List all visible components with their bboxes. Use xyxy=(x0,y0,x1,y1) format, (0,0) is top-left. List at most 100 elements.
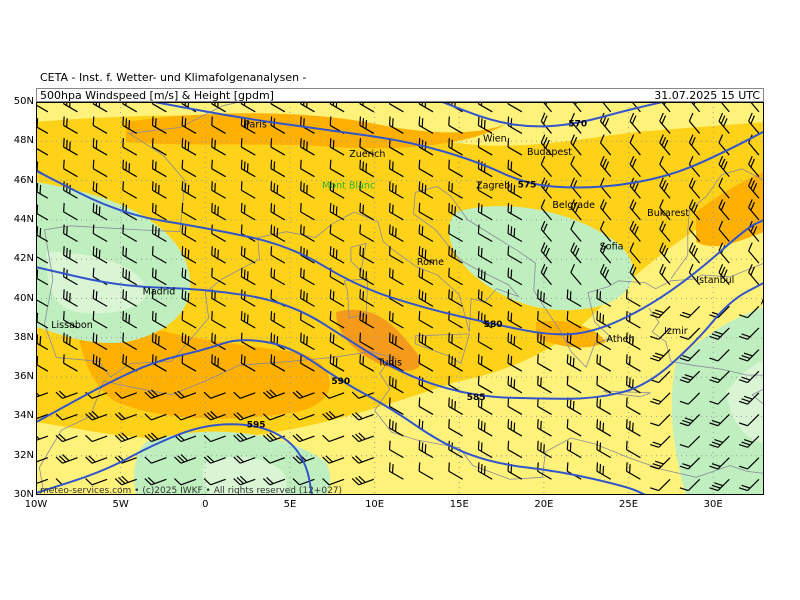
wind-barb xyxy=(322,478,345,486)
wind-barb xyxy=(92,224,108,243)
wind-barb xyxy=(351,475,374,486)
wind-barb xyxy=(122,289,138,307)
wind-barb xyxy=(537,289,552,307)
wind-barb xyxy=(625,289,641,307)
wind-barb xyxy=(270,267,286,286)
wind-barb xyxy=(418,224,434,243)
wind-barb xyxy=(300,224,315,243)
wind-barb xyxy=(448,224,463,243)
wind-barb xyxy=(448,311,463,329)
wind-barb xyxy=(629,264,641,286)
wind-barb xyxy=(507,397,523,415)
wind-barb xyxy=(566,419,582,437)
wind-barb xyxy=(477,138,493,156)
wind-barb xyxy=(300,267,315,286)
contour-label: 570 xyxy=(568,120,587,130)
wind-barb xyxy=(418,159,434,178)
wind-barb xyxy=(650,478,671,492)
wind-barb xyxy=(203,455,226,464)
wind-barb xyxy=(322,434,345,443)
wind-barb xyxy=(270,181,286,199)
lon-tick-label: 20E xyxy=(534,499,554,510)
wind-barb xyxy=(63,311,78,329)
wind-barb xyxy=(122,267,138,286)
wind-barb xyxy=(174,478,197,486)
wind-barb xyxy=(599,134,612,156)
wind-barb xyxy=(477,375,493,394)
map-frame xyxy=(36,102,764,495)
wind-barb xyxy=(418,116,434,134)
wind-barb xyxy=(63,159,78,178)
wind-barb xyxy=(659,134,671,156)
wind-barb xyxy=(738,478,760,492)
wind-barb xyxy=(738,305,760,319)
wind-barb xyxy=(659,199,671,221)
city-label: Budapest xyxy=(527,147,572,158)
wind-barbs xyxy=(36,102,760,492)
wind-barb xyxy=(507,332,523,351)
wind-barb xyxy=(211,246,226,264)
lon-tick-label: 10E xyxy=(365,499,385,510)
wind-barb xyxy=(650,327,671,340)
wind-barb xyxy=(738,435,760,448)
wind-barb xyxy=(688,112,701,134)
calm-area-anatolia-inner xyxy=(726,360,764,442)
wind-barb xyxy=(540,242,552,264)
wind-barb xyxy=(388,159,404,178)
wind-barb xyxy=(300,138,315,156)
wind-barb xyxy=(151,159,167,178)
wind-barb xyxy=(679,478,701,492)
wind-barb xyxy=(240,138,256,156)
calm-area-balkans xyxy=(448,206,634,311)
contour-label: 585 xyxy=(467,393,486,403)
wind-barb xyxy=(629,199,641,221)
wind-barb xyxy=(92,181,108,199)
wind-barb xyxy=(174,454,197,464)
wind-barb xyxy=(329,159,345,178)
lon-tick-label: 0 xyxy=(202,499,209,510)
wind-barb xyxy=(629,102,641,113)
wind-barb xyxy=(596,332,612,351)
wind-barb xyxy=(477,354,493,372)
wind-barb xyxy=(596,375,612,394)
wind-barb xyxy=(570,242,582,264)
wind-barb xyxy=(55,433,78,443)
wind-barb xyxy=(448,202,463,221)
wind-barb xyxy=(418,397,434,415)
wind-barb xyxy=(63,289,78,307)
wind-barb xyxy=(659,220,671,242)
wind-barb xyxy=(418,181,434,199)
wind-barb xyxy=(748,242,760,264)
wind-barb xyxy=(570,199,582,221)
wind-barb xyxy=(448,116,463,134)
wind-barb xyxy=(709,327,730,340)
wind-barb xyxy=(418,462,434,480)
lat-tick-label: 40N xyxy=(13,292,34,304)
wind-barb xyxy=(203,478,226,486)
wind-barb xyxy=(570,102,582,113)
lon-tick-label: 15E xyxy=(449,499,469,510)
wind-barb xyxy=(233,475,256,486)
wind-barb xyxy=(566,289,582,307)
lat-tick-label: 38N xyxy=(13,331,34,343)
wind-barb xyxy=(181,311,197,329)
height-contour-575 xyxy=(154,102,764,189)
wind-barb xyxy=(329,332,345,351)
wind-barb xyxy=(709,478,730,492)
wind-barb xyxy=(537,375,552,394)
wind-barb xyxy=(566,354,582,372)
lat-tick-label: 34N xyxy=(13,410,34,422)
wind-barb xyxy=(388,440,404,459)
wind-barb xyxy=(718,155,730,178)
wind-barb xyxy=(448,332,463,351)
wind-barb xyxy=(507,267,523,286)
wind-barb xyxy=(718,134,730,156)
coastline xyxy=(38,380,105,495)
wind-barb xyxy=(388,462,404,480)
wind-barb xyxy=(688,102,701,113)
wind-barb xyxy=(650,414,671,427)
wind-barb xyxy=(507,181,523,199)
wind-barb xyxy=(92,138,108,156)
calm-area-africa-inner xyxy=(202,457,286,495)
wind-barb xyxy=(507,159,523,178)
